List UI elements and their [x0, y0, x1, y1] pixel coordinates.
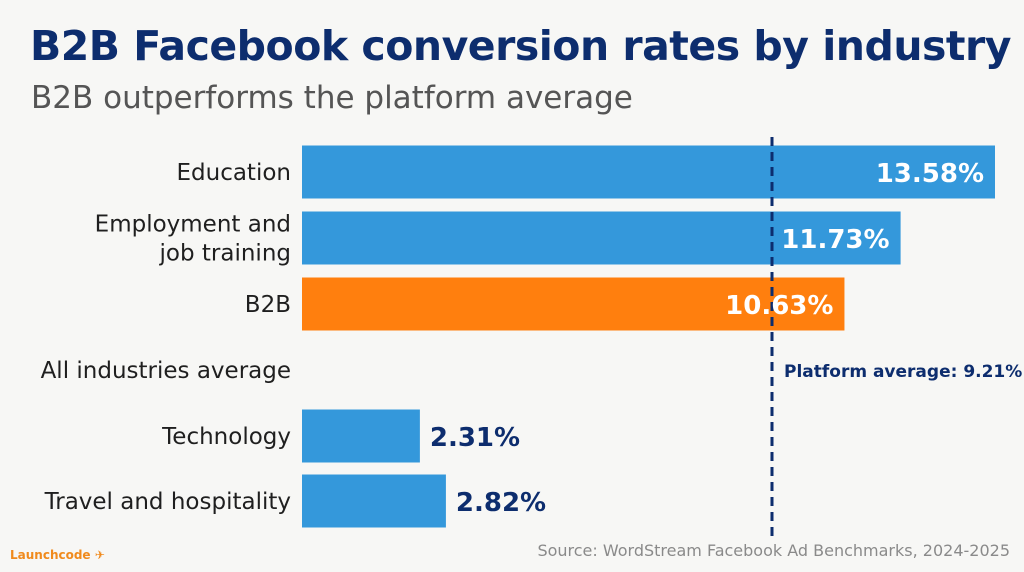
source-note: Source: WordStream Facebook Ad Benchmark… — [537, 541, 1010, 560]
bar-travel-and-hospitality — [302, 474, 446, 528]
category-label-travel-and-hospitality: Travel and hospitality — [44, 489, 291, 515]
value-label-employment-and-job-training: 11.73% — [781, 225, 889, 255]
reference-line-label: Platform average: 9.21% — [784, 362, 1022, 382]
category-label-employment-and-job-training: Employment and job training — [95, 212, 291, 267]
bar-technology — [302, 409, 420, 463]
value-label-travel-and-hospitality: 2.82% — [456, 488, 546, 518]
value-label-b2b: 10.63% — [725, 291, 833, 321]
chart-subtitle: B2B outperforms the platform average — [31, 80, 633, 116]
value-label-technology: 2.31% — [430, 423, 520, 453]
bar-b2b — [302, 277, 845, 331]
category-label-all-industries-average: All industries average — [41, 358, 291, 384]
bar-employment-and-job-training — [302, 211, 901, 265]
category-label-b2b: B2B — [245, 292, 291, 318]
chart-title: B2B Facebook conversion rates by industr… — [30, 22, 1011, 70]
value-label-education: 13.58% — [876, 159, 984, 189]
bar-education — [302, 145, 995, 199]
category-label-technology: Technology — [161, 424, 291, 450]
category-label-education: Education — [176, 160, 291, 186]
brand-logo: Launchcode ✈ — [10, 548, 105, 562]
